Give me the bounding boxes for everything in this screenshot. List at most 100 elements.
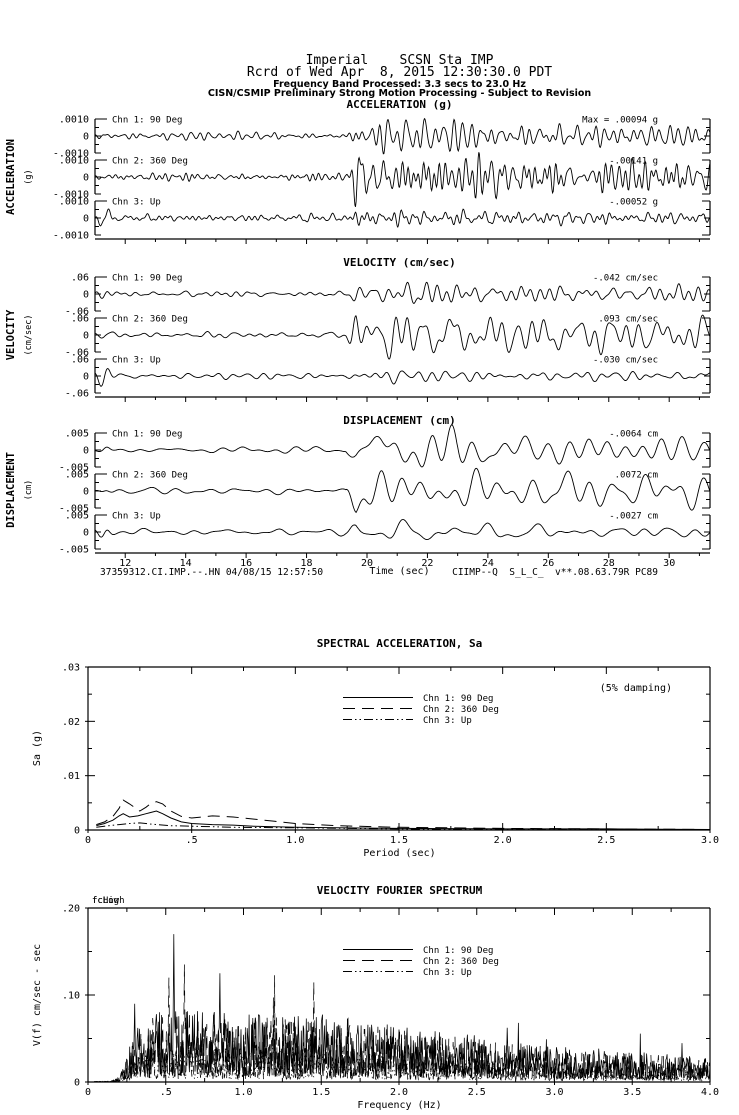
waveform-acceleration-ch1 (94, 117, 711, 155)
max-value-label: -.030 cm/sec (593, 356, 658, 366)
time-axis-label: Time (sec) (369, 566, 430, 577)
time-tick-label: 28 (603, 558, 615, 569)
x-tick-label: 2.5 (468, 1087, 486, 1098)
y-tick-label: -.06 (65, 389, 89, 400)
max-value-label: -.042 cm/sec (593, 274, 658, 284)
y-tick-label: .005 (65, 470, 89, 481)
y-tick-label: 0 (74, 1078, 80, 1089)
waveform-acceleration-ch2 (94, 152, 711, 207)
waveform-displacement-ch3 (94, 519, 711, 541)
y-tick-label: .20 (62, 904, 80, 915)
time-tick-label: 18 (301, 558, 313, 569)
legend-label: Chn 1: 90 Deg (423, 946, 493, 956)
frequency-axis-label: Frequency (Hz) (357, 1100, 442, 1111)
time-tick-label: 20 (361, 558, 373, 569)
max-value-label: .0072 cm (615, 471, 658, 481)
max-value-label: Max = .00094 g (582, 116, 658, 126)
waveform-displacement-ch2 (94, 467, 711, 514)
x-tick-label: 3.0 (545, 1087, 563, 1098)
y-tick-label: 0 (83, 173, 89, 184)
y-tick-label: .02 (62, 717, 80, 728)
channel-label: Chn 3: Up (112, 356, 161, 366)
y-tick-label: .005 (65, 429, 89, 440)
y-tick-label: 0 (83, 372, 89, 383)
sa-curve-ch2 (96, 799, 711, 830)
y-tick-label: .06 (71, 355, 89, 366)
time-tick-label: 14 (180, 558, 192, 569)
sa-y-axis-label: Sa (g) (32, 730, 43, 766)
channel-label: Chn 3: Up (112, 512, 161, 522)
max-value-label: .093 cm/sec (598, 315, 658, 325)
waveform-velocity-ch2 (95, 314, 711, 360)
y-tick-label: .10 (62, 991, 80, 1002)
y-tick-label: .005 (65, 511, 89, 522)
channel-label: Chn 2: 360 Deg (112, 315, 188, 325)
y-tick-label: .06 (71, 314, 89, 325)
y-tick-label: .06 (71, 273, 89, 284)
time-tick-label: 24 (482, 558, 494, 569)
waveform-velocity-ch1 (94, 281, 711, 304)
fc-high-label: fcHigh (92, 896, 125, 906)
period-axis-label: Period (sec) (363, 848, 436, 859)
fourier-curve-ch1 (94, 934, 711, 1083)
x-tick-label: 0 (85, 835, 91, 846)
x-tick-label: 1.5 (312, 1087, 330, 1098)
x-tick-label: 4.0 (701, 1087, 719, 1098)
y-tick-label: .0010 (59, 197, 89, 208)
fourier-y-axis-label: V(f) cm/sec - sec (32, 944, 43, 1046)
y-tick-label: -.0010 (53, 190, 89, 201)
y-tick-label: .01 (62, 771, 80, 782)
x-tick-label: .5 (186, 835, 198, 846)
acceleration-side-label: ACCELERATION (5, 139, 17, 215)
waveform-acceleration-ch3 (94, 208, 711, 228)
channel-label: Chn 1: 90 Deg (112, 430, 182, 440)
damping-annotation: (5% damping) (599, 683, 672, 694)
y-tick-label: -.005 (59, 504, 89, 515)
fourier-curve-ch2 (94, 964, 711, 1083)
y-tick-label: -.005 (59, 463, 89, 474)
x-tick-label: 1.0 (286, 835, 304, 846)
channel-label: Chn 2: 360 Deg (112, 157, 188, 167)
displacement-panel-title: DISPLACEMENT (cm) (343, 414, 456, 427)
y-tick-label: .0010 (59, 156, 89, 167)
displacement-side-unit: (cm) (24, 480, 34, 500)
record-id-footer: 37359312.CI.IMP.--.HN 04/08/15 12:57:50 (100, 567, 324, 578)
y-tick-label: -.0010 (53, 231, 89, 242)
time-tick-label: 30 (663, 558, 675, 569)
fc-low-label: fcLow (92, 896, 120, 906)
y-tick-label: -.005 (59, 545, 89, 556)
channel-label: Chn 3: Up (112, 198, 161, 208)
max-value-label: -.0027 cm (609, 512, 658, 522)
displacement-side-label: DISPLACEMENT (5, 452, 17, 528)
max-value-label: -.0064 cm (609, 430, 658, 440)
acceleration-panel-title: ACCELERATION (g) (346, 98, 453, 111)
velocity-side-unit: (cm/sec) (24, 315, 34, 356)
y-tick-label: 0 (83, 528, 89, 539)
legend-label: Chn 2: 360 Deg (423, 705, 499, 715)
y-tick-label: 0 (83, 487, 89, 498)
channel-label: Chn 1: 90 Deg (112, 116, 182, 126)
channel-label: Chn 1: 90 Deg (112, 274, 182, 284)
y-tick-label: .0010 (59, 115, 89, 126)
y-tick-label: -.0010 (53, 149, 89, 160)
fourier-spectrum-title: VELOCITY FOURIER SPECTRUM (316, 884, 483, 897)
max-value-label: -.00052 g (609, 198, 658, 208)
y-tick-label: 0 (83, 331, 89, 342)
time-tick-label: 26 (542, 558, 554, 569)
x-tick-label: 2.5 (597, 835, 615, 846)
record-datetime: Rcrd of Wed Apr 8, 2015 12:30:30.0 PDT (246, 65, 553, 80)
x-tick-label: 1.5 (390, 835, 408, 846)
y-tick-label: -.06 (65, 307, 89, 318)
sa-curve-ch1 (96, 810, 711, 830)
velocity-panel-title: VELOCITY (cm/sec) (343, 256, 456, 269)
sa-curve-ch3 (96, 822, 710, 830)
x-tick-label: 2.0 (494, 835, 512, 846)
legend-label: Chn 3: Up (423, 716, 472, 726)
time-tick-label: 22 (421, 558, 433, 569)
x-tick-label: 1.0 (234, 1087, 252, 1098)
x-tick-label: 3.0 (701, 835, 719, 846)
y-tick-label: 0 (83, 290, 89, 301)
x-tick-label: .5 (160, 1087, 172, 1098)
